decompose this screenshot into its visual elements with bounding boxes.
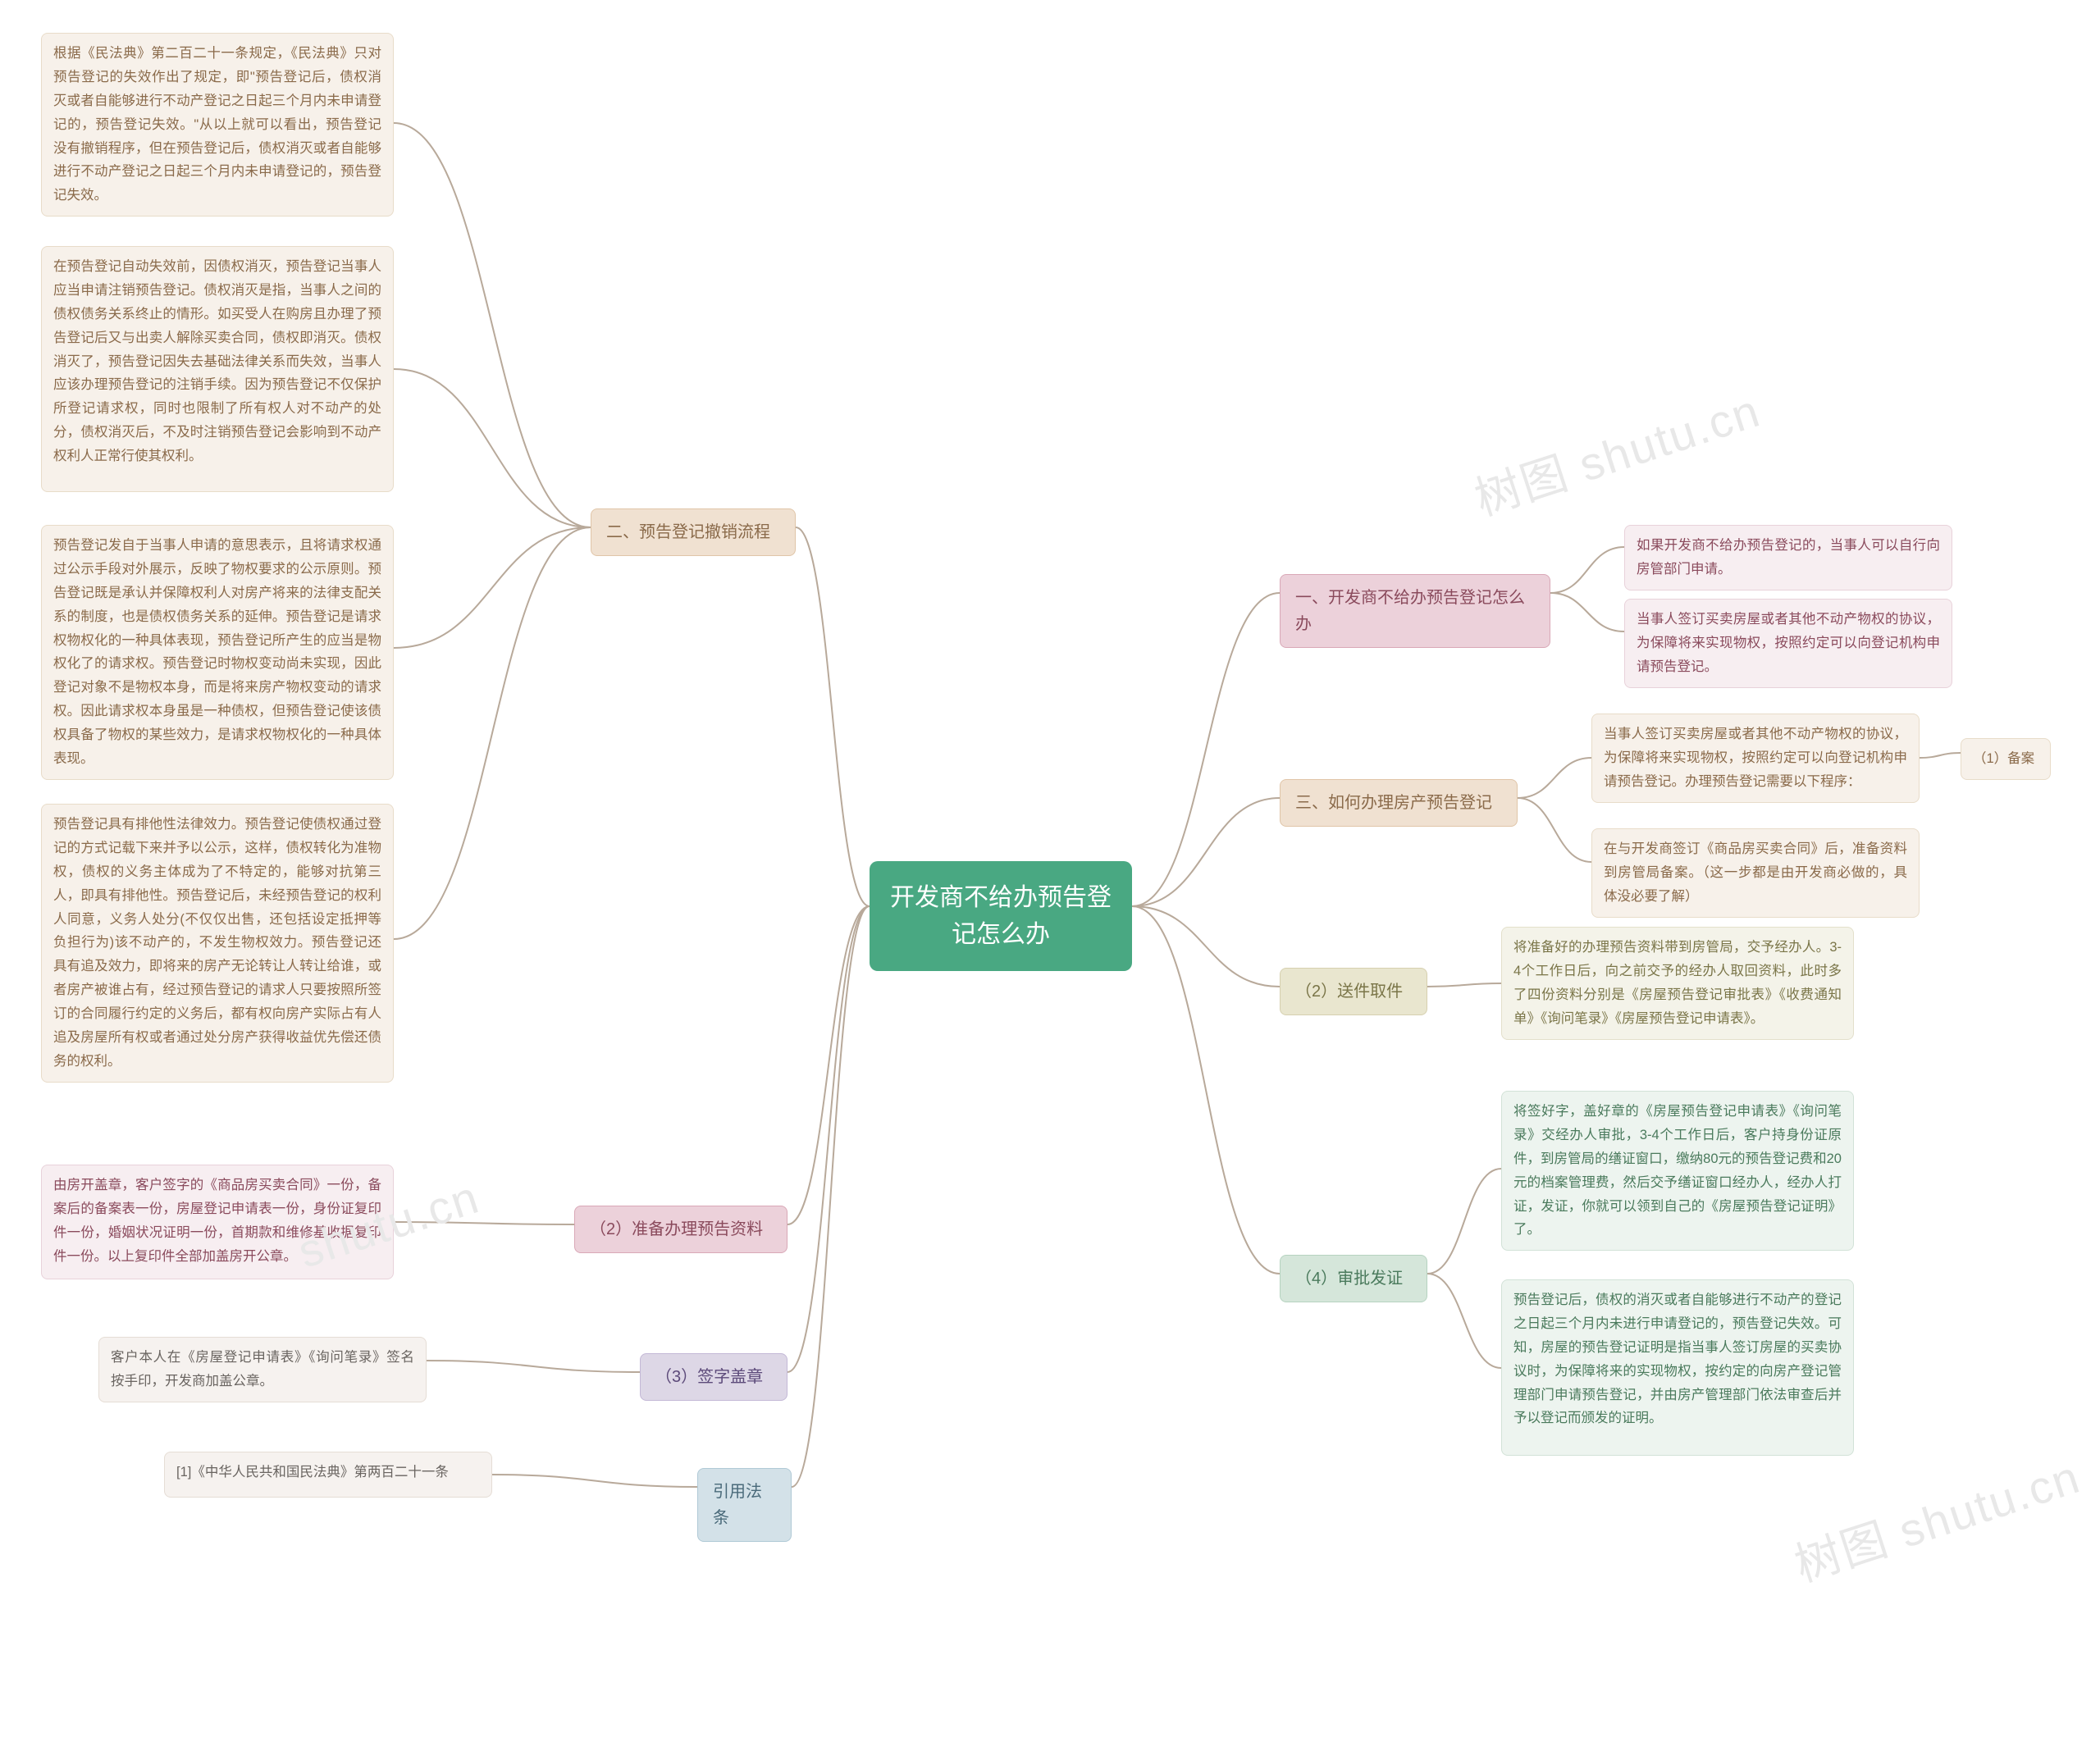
branch-right-3[interactable]: （4）审批发证: [1280, 1255, 1427, 1302]
leaf-right-3-0: 将签好字，盖好章的《房屋预告登记申请表》《询问笔录》交经办人审批，3-4个工作日…: [1501, 1091, 1854, 1251]
leaf-left-1-0: 由房开盖章，客户签字的《商品房买卖合同》一份，备案后的备案表一份，房屋登记申请表…: [41, 1165, 394, 1279]
branch-left-0[interactable]: 二、预告登记撤销流程: [591, 508, 796, 556]
branch-left-2[interactable]: （3）签字盖章: [640, 1353, 788, 1401]
leaf-right-1-1: 在与开发商签订《商品房买卖合同》后，准备资料到房管局备案。（这一步都是由开发商必…: [1591, 828, 1920, 918]
branch-right-0[interactable]: 一、开发商不给办预告登记怎么办: [1280, 574, 1550, 648]
leaf-right-3-1: 预告登记后，债权的消灭或者自能够进行不动产的登记之日起三个月内未进行申请登记的，…: [1501, 1279, 1854, 1456]
connector-6: [788, 906, 870, 1372]
connector-15: [1427, 1274, 1501, 1368]
connector-4: [796, 527, 870, 906]
branch-left-3[interactable]: 引用法条: [697, 1468, 792, 1542]
branch-left-1[interactable]: （2）准备办理预告资料: [574, 1206, 788, 1253]
leaf-right-2-0: 将准备好的办理预告资料带到房管局，交予经办人。3-4个工作日后，向之前交予的经办…: [1501, 927, 1854, 1040]
connector-17: [394, 369, 591, 527]
leaf-left-0-0: 根据《民法典》第二百二十一条规定，《民法典》只对预告登记的失效作出了规定，即"预…: [41, 33, 394, 217]
connector-12: [1920, 753, 1961, 758]
connector-11: [1518, 798, 1591, 862]
leaf-right-0-0: 如果开发商不给办预告登记的，当事人可以自行向房管部门申请。: [1624, 525, 1952, 590]
leaf-left-3-0: [1]《中华人民共和国民法典》第两百二十一条: [164, 1452, 492, 1498]
leaf-right-1-0: 当事人签订买卖房屋或者其他不动产物权的协议，为保障将来实现物权，按照约定可以向登…: [1591, 714, 1920, 803]
connector-13: [1427, 983, 1501, 987]
connector-21: [427, 1361, 640, 1372]
connector-14: [1427, 1169, 1501, 1274]
branch-right-2[interactable]: （2）送件取件: [1280, 968, 1427, 1015]
connector-8: [1550, 547, 1624, 593]
watermark: 树图 shutu.cn: [1465, 374, 1768, 529]
leaf-left-0-2: 预告登记发自于当事人申请的意思表示，且将请求权通过公示手段对外展示，反映了物权要…: [41, 525, 394, 780]
leaf-left-0-3: 预告登记具有排他性法律效力。预告登记使债权通过登记的方式记载下来并予以公示，这样…: [41, 804, 394, 1083]
connector-10: [1518, 758, 1591, 798]
connector-3: [1132, 906, 1280, 1274]
leaf-right-1-0-0: （1）备案: [1961, 738, 2051, 780]
connector-5: [788, 906, 870, 1224]
root-node[interactable]: 开发商不给办预告登记怎么办: [870, 861, 1132, 971]
branch-right-1[interactable]: 三、如何办理房产预告登记: [1280, 779, 1518, 827]
connector-1: [1132, 798, 1280, 906]
connector-18: [394, 527, 591, 648]
leaf-left-2-0: 客户本人在《房屋登记申请表》《询问笔录》签名按手印，开发商加盖公章。: [98, 1337, 427, 1402]
connector-22: [492, 1475, 697, 1487]
watermark: 树图 shutu.cn: [1785, 1440, 2088, 1595]
connector-16: [394, 123, 591, 527]
connector-19: [394, 527, 591, 939]
connector-9: [1550, 593, 1624, 632]
leaf-right-0-1: 当事人签订买卖房屋或者其他不动产物权的协议，为保障将来实现物权，按照约定可以向登…: [1624, 599, 1952, 688]
connector-0: [1132, 593, 1280, 906]
leaf-left-0-1: 在预告登记自动失效前，因债权消灭，预告登记当事人应当申请注销预告登记。债权消灭是…: [41, 246, 394, 492]
connector-20: [394, 1222, 574, 1224]
connector-2: [1132, 906, 1280, 987]
connector-7: [792, 906, 870, 1487]
